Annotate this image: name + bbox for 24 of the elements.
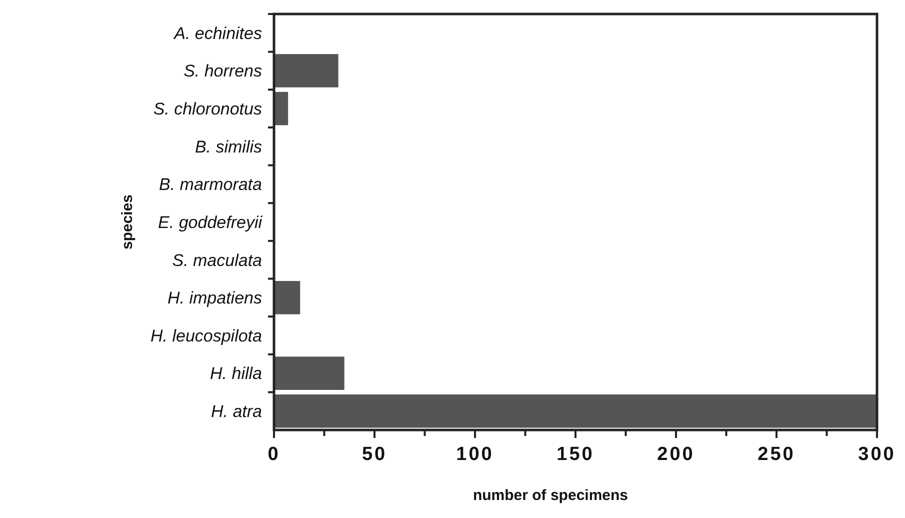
x-tick-label: 200 [657, 444, 695, 465]
y-tick-label: H. leucospilota [150, 326, 262, 346]
bar [274, 394, 877, 428]
y-tick-label: E. goddefreyii [158, 212, 264, 232]
y-tick-label: B. similis [194, 137, 262, 156]
y-tick-label: S. chloronotus [153, 99, 262, 118]
y-tick-label: A. echinites [173, 24, 262, 43]
y-axis-title: species [119, 194, 136, 250]
bar [274, 356, 344, 390]
x-tick-label: 250 [758, 444, 796, 465]
x-tick-label: 50 [362, 444, 388, 465]
x-tick-label: 150 [556, 444, 594, 465]
y-tick-label: H. atra [210, 402, 262, 422]
bar [274, 280, 300, 314]
x-tick-label: 0 [268, 444, 280, 465]
y-tick-label: H. hilla [210, 364, 262, 384]
y-tick-label: S. maculata [172, 250, 262, 270]
y-tick-label: B. marmorata [159, 175, 262, 194]
y-tick-label: H. impatiens [168, 288, 262, 308]
x-tick-label: 100 [456, 444, 494, 465]
y-tick-label: S. horrens [184, 62, 262, 81]
x-axis-title: number of specimens [472, 487, 628, 504]
bar [274, 54, 338, 88]
x-tick-label: 300 [858, 444, 896, 465]
